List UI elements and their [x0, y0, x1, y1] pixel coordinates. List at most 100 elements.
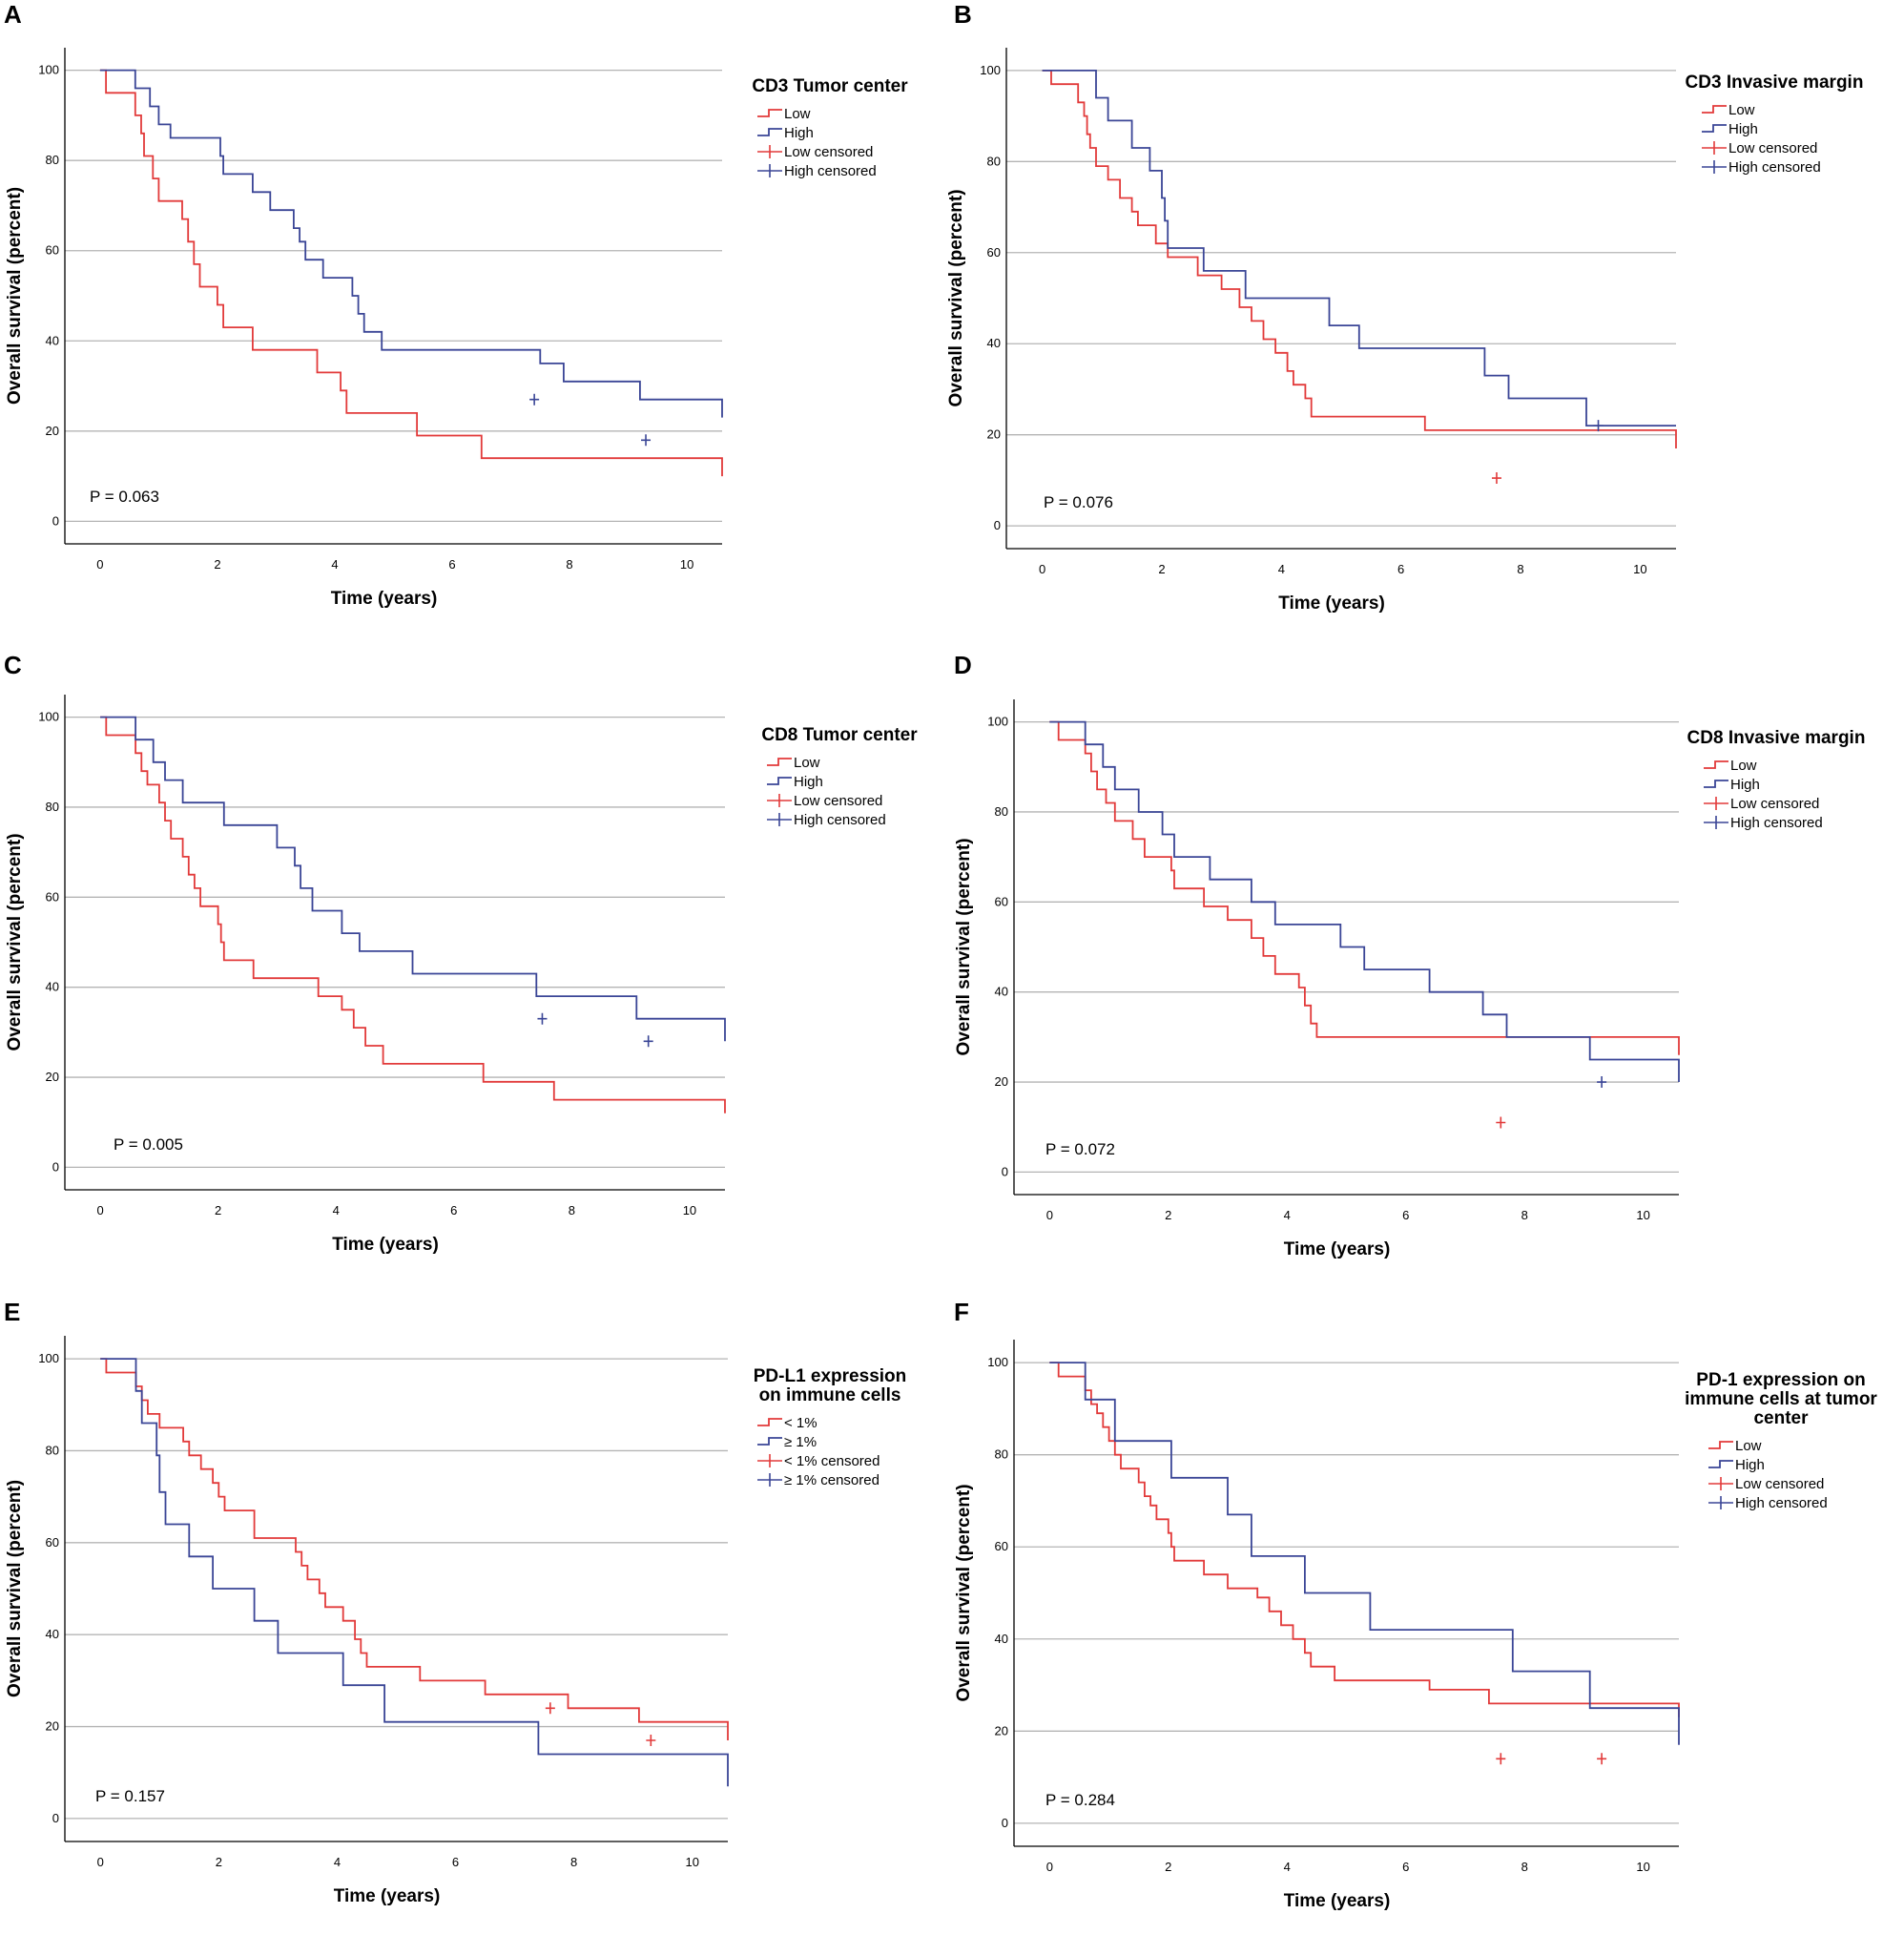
survival-curve-high — [99, 69, 723, 418]
y-axis-title: Overall survival (percent) — [5, 187, 25, 405]
y-tick-label: 80 — [46, 153, 59, 167]
y-tick-label: 80 — [995, 804, 1008, 819]
y-tick-label: 100 — [987, 715, 1008, 729]
legend-swatch-low-censored — [757, 145, 782, 158]
legend-title: center — [1753, 1408, 1809, 1428]
survival-curve-high — [1042, 70, 1676, 427]
y-tick-label: 60 — [46, 1535, 59, 1550]
p-value-label: P = 0.157 — [95, 1787, 165, 1805]
panel-e-letter: E — [4, 1298, 20, 1326]
y-axis-title: Overall survival (percent) — [946, 189, 966, 406]
legend-swatch-low-censored — [757, 1454, 782, 1467]
panel-d-letter: D — [954, 651, 972, 679]
censor-mark-low — [1496, 1116, 1506, 1129]
legend-label: High censored — [1735, 1495, 1828, 1511]
y-tick-label: 40 — [995, 985, 1008, 999]
y-tick-label: 0 — [1002, 1164, 1008, 1178]
panel-c-letter: C — [4, 651, 22, 679]
x-tick-label: 4 — [331, 557, 338, 572]
legend: CD3 Invasive margin Low High Low censored Hi… — [1686, 73, 1864, 176]
censor-mark-high — [1593, 420, 1604, 432]
legend-swatch-high-censored — [1702, 160, 1727, 174]
y-tick-label: 100 — [38, 63, 59, 77]
legend: CD8 Invasive margin Low High Low censored Hi… — [1687, 728, 1866, 831]
y-tick-label: 60 — [46, 889, 59, 904]
legend-label: Low censored — [784, 144, 873, 160]
legend-swatch-high — [1708, 1460, 1733, 1468]
x-tick-label: 2 — [1158, 562, 1165, 576]
x-tick-label: 2 — [1165, 1860, 1171, 1874]
legend-label: ≥ 1% — [784, 1434, 817, 1450]
x-axis-title: Time (years) — [1284, 1891, 1391, 1911]
x-axis-title: Time (years) — [332, 1235, 439, 1255]
censor-mark-high — [529, 393, 540, 406]
panel-e-chart: E 0 20 40 60 80 100 0 2 4 6 8 10 Time (years) Overall … — [4, 1298, 906, 1906]
legend-label: High censored — [1730, 815, 1823, 831]
legend-title: immune cells at tumor — [1685, 1389, 1877, 1409]
legend-swatch-high — [757, 1437, 782, 1446]
panel-b-letter: B — [954, 0, 972, 29]
legend-swatch-high-censored — [757, 164, 782, 177]
legend-title: CD3 Tumor center — [752, 76, 908, 96]
legend-label: < 1% censored — [784, 1453, 880, 1469]
y-tick-label: 80 — [995, 1447, 1008, 1462]
x-tick-label: 6 — [1402, 1860, 1409, 1874]
y-tick-label: 100 — [980, 63, 1001, 77]
y-tick-label: 80 — [46, 1443, 59, 1457]
legend-label: Low — [794, 755, 820, 771]
x-tick-label: 8 — [1517, 562, 1523, 576]
censor-mark-high — [641, 434, 652, 447]
x-axis-title: Time (years) — [331, 589, 438, 609]
x-tick-label: 6 — [1402, 1208, 1409, 1222]
y-tick-label: 20 — [46, 1070, 59, 1084]
p-value-label: P = 0.284 — [1045, 1791, 1115, 1809]
censor-mark-low — [545, 1702, 555, 1715]
panel-a-letter: A — [4, 0, 22, 29]
survival-curve-low — [1049, 1362, 1680, 1717]
legend-swatch-low-censored — [1704, 797, 1728, 810]
x-tick-label: 0 — [1046, 1208, 1053, 1222]
x-tick-label: 8 — [570, 1855, 577, 1869]
legend-title: CD3 Invasive margin — [1686, 73, 1864, 93]
p-value-label: P = 0.063 — [90, 488, 159, 506]
y-tick-label: 40 — [46, 333, 59, 347]
y-tick-label: 80 — [987, 154, 1001, 168]
legend-label: High censored — [784, 163, 877, 179]
y-tick-label: 20 — [46, 1719, 59, 1734]
x-tick-label: 4 — [1284, 1208, 1291, 1222]
panel-c-chart: C 0 20 40 60 80 100 0 2 4 6 8 10 Time (years) Overall … — [4, 651, 918, 1255]
legend-label: High — [1728, 121, 1758, 137]
legend-swatch-low — [1708, 1441, 1733, 1449]
x-tick-label: 6 — [1397, 562, 1404, 576]
y-tick-label: 0 — [52, 513, 59, 528]
x-axis-title: Time (years) — [334, 1886, 441, 1906]
x-tick-label: 2 — [215, 1203, 221, 1217]
x-tick-label: 4 — [1278, 562, 1285, 576]
y-tick-label: 20 — [995, 1723, 1008, 1737]
x-tick-label: 10 — [1636, 1208, 1649, 1222]
x-tick-label: 4 — [1284, 1860, 1291, 1874]
legend-title: on immune cells — [759, 1385, 901, 1405]
survival-curve-low — [99, 69, 723, 477]
y-tick-label: 40 — [995, 1632, 1008, 1646]
y-tick-label: 0 — [52, 1811, 59, 1825]
x-tick-label: 0 — [97, 1855, 104, 1869]
legend-label: Low — [784, 106, 811, 122]
y-tick-label: 0 — [1002, 1816, 1008, 1830]
legend: CD3 Tumor center Low High Low censored High … — [752, 76, 908, 179]
x-tick-label: 10 — [686, 1855, 699, 1869]
legend-label: High — [1735, 1457, 1765, 1473]
y-tick-label: 0 — [994, 518, 1001, 532]
legend-label: Low — [1735, 1438, 1762, 1454]
p-value-label: P = 0.005 — [114, 1135, 183, 1154]
legend-label: Low censored — [1730, 796, 1819, 812]
legend-label: Low censored — [794, 793, 882, 809]
legend-label: High censored — [794, 812, 886, 828]
y-tick-label: 100 — [38, 710, 59, 724]
survival-curve-high — [100, 1358, 729, 1787]
legend-swatch-high-censored — [1704, 816, 1728, 829]
x-tick-label: 2 — [1165, 1208, 1171, 1222]
legend-label: Low — [1728, 102, 1755, 118]
